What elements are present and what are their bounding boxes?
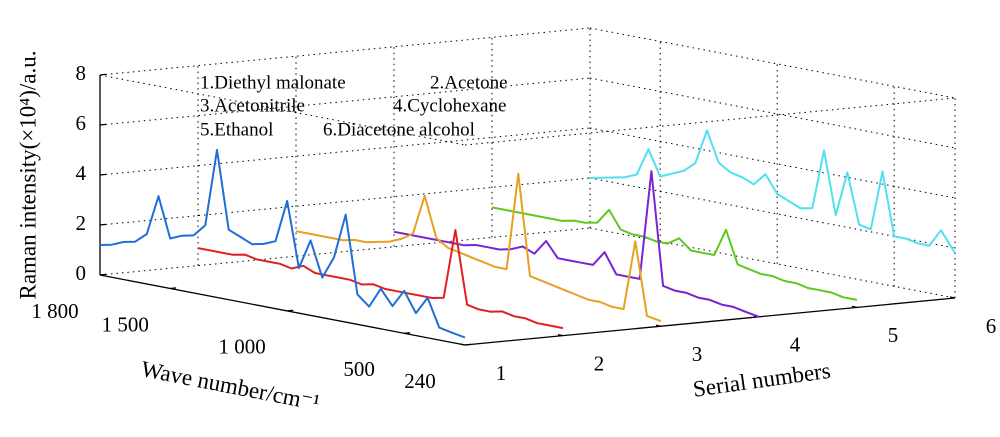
grid-line <box>589 27 956 99</box>
tick-mark <box>949 296 956 299</box>
z-tick-label: 4 <box>790 333 801 357</box>
tick-mark <box>99 73 107 76</box>
legend-entry: 5.Ethanol <box>200 119 273 140</box>
spectrum-line <box>295 172 662 323</box>
box-edge <box>99 74 466 146</box>
grid-line <box>589 177 956 249</box>
x-tick-label: 240 <box>404 369 436 393</box>
grid-line <box>589 127 956 199</box>
z-tick-label: 5 <box>888 323 899 347</box>
x-axis-label: Wave number/cm⁻¹ <box>139 356 322 415</box>
legend-entry: 4.Cyclohexane <box>393 95 506 116</box>
legend-entry: 1.Diethyl malonate <box>200 72 346 93</box>
grid-line <box>99 227 591 276</box>
tick-mark <box>459 343 466 346</box>
tick-mark <box>99 223 107 226</box>
x-tick-label: 1 800 <box>31 299 78 323</box>
x-tick-label: 1 500 <box>102 312 149 336</box>
tick-mark <box>655 324 662 327</box>
spectrum-line <box>393 170 760 318</box>
y-tick-label: 0 <box>76 261 87 285</box>
tick-mark <box>287 309 294 312</box>
tick-mark <box>99 173 107 176</box>
legend-entry: 2.Acetone <box>430 72 508 93</box>
tick-mark <box>170 287 177 290</box>
spectrum-line <box>99 148 466 339</box>
spectrum-line <box>491 206 858 301</box>
tick-mark <box>851 305 858 309</box>
legend-entry: 6.Diacetone alcohol <box>323 119 475 140</box>
axis-line <box>99 274 466 346</box>
z-tick-label: 1 <box>496 361 507 385</box>
y-axis-label: Raman intensity(×10⁴)/a.u. <box>15 50 40 299</box>
y-tick-label: 8 <box>76 61 87 85</box>
grid-line <box>99 27 591 76</box>
spectrum-line <box>197 229 564 330</box>
tick-mark <box>557 333 564 337</box>
y-tick-label: 6 <box>76 111 87 135</box>
z-tick-label: 2 <box>594 351 605 375</box>
spectrum-line <box>589 129 956 254</box>
y-tick-label: 2 <box>76 211 87 235</box>
z-tick-label: 6 <box>986 314 997 338</box>
legend-entry: 3.Acetonitrile <box>200 95 305 116</box>
x-tick-label: 1 000 <box>219 335 266 359</box>
tick-mark <box>404 332 411 334</box>
grid-line <box>589 77 956 149</box>
axis-line <box>464 297 956 346</box>
tick-mark <box>99 123 107 126</box>
tick-mark <box>464 343 472 346</box>
y-tick-label: 4 <box>76 161 87 185</box>
z-axis-label: Serial numbers <box>691 358 832 402</box>
x-tick-label: 500 <box>343 357 375 381</box>
z-tick-label: 3 <box>692 342 703 366</box>
tick-mark <box>99 273 107 276</box>
